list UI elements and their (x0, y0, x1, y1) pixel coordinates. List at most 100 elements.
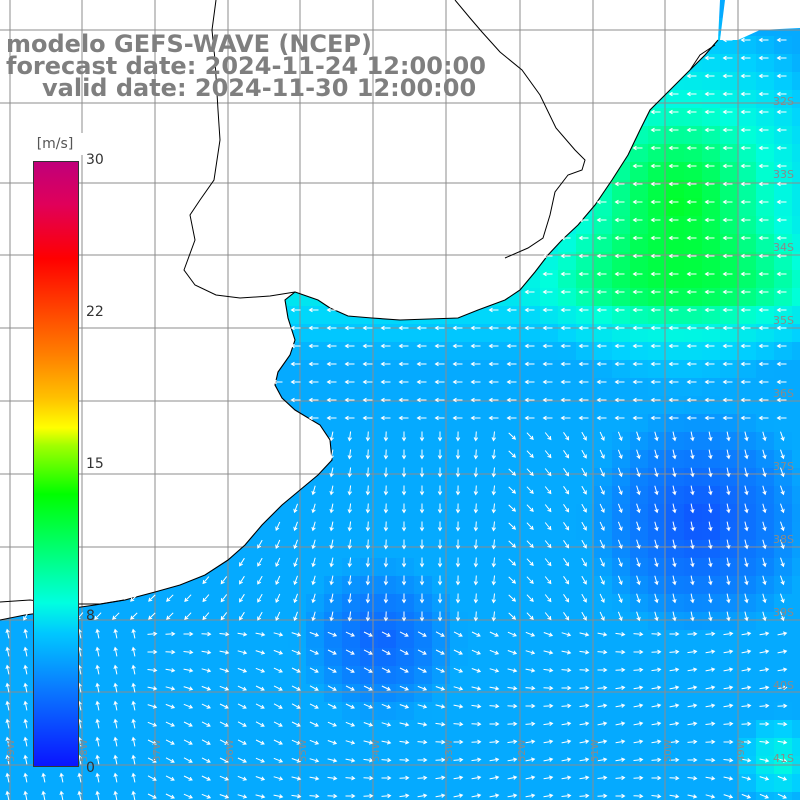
wind-arrow (327, 631, 338, 637)
wind-arrow (615, 649, 626, 655)
wind-arrow (435, 775, 446, 780)
wind-arrow (704, 91, 715, 97)
wind-arrow (417, 739, 428, 745)
wind-arrow (365, 593, 371, 604)
wind-arrow (507, 793, 518, 798)
wind-arrow (381, 740, 392, 745)
wind-arrow (455, 521, 461, 532)
wind-arrow (257, 611, 263, 621)
wind-arrow (544, 486, 552, 495)
speed-cell (702, 144, 720, 162)
speed-cell (684, 630, 702, 648)
wind-arrow (615, 775, 626, 781)
wind-arrow (435, 757, 446, 763)
speed-cell (396, 666, 414, 684)
wind-arrow (614, 325, 625, 331)
speed-cell (666, 270, 684, 288)
wind-arrow (704, 253, 715, 259)
speed-cell (486, 684, 504, 702)
speed-cell (648, 126, 666, 144)
wind-arrow (525, 757, 536, 762)
wind-arrow (255, 685, 265, 691)
speed-cell (378, 378, 396, 396)
wind-arrow (488, 343, 499, 349)
wind-arrow (327, 703, 337, 709)
wind-arrow (506, 397, 517, 403)
wind-arrow (563, 540, 570, 549)
speed-cell (432, 648, 450, 666)
wind-arrow (614, 217, 625, 223)
speed-cell (576, 324, 594, 342)
speed-cell (756, 468, 774, 486)
speed-cell (774, 72, 792, 90)
speed-cell (702, 630, 720, 648)
speed-cell (684, 288, 702, 306)
wind-arrow (581, 593, 587, 603)
wind-arrow (347, 467, 352, 478)
wind-arrow (363, 685, 373, 691)
wind-arrow (614, 181, 625, 187)
speed-cell (306, 774, 324, 792)
wind-arrow (740, 109, 751, 115)
wind-arrow (722, 217, 733, 223)
wind-arrow (399, 631, 409, 637)
wind-arrow (668, 397, 679, 403)
speed-cell (558, 738, 576, 756)
speed-cell (612, 522, 630, 540)
wind-arrow (309, 667, 319, 673)
wind-arrow (722, 199, 733, 205)
speed-cell (360, 684, 378, 702)
speed-cell (612, 468, 630, 486)
wind-arrow (723, 667, 734, 672)
speed-cell (558, 558, 576, 576)
speed-cell (738, 702, 756, 720)
wind-arrow (672, 503, 677, 514)
wind-arrow (636, 431, 641, 442)
speed-cell (468, 720, 486, 738)
speed-cell (360, 720, 378, 738)
wind-arrow (525, 721, 536, 727)
speed-cell (666, 342, 684, 360)
wind-arrow (690, 611, 695, 622)
wind-arrow (722, 253, 733, 259)
wind-arrow (614, 289, 625, 295)
wind-arrow (473, 557, 479, 568)
speed-cell (738, 162, 756, 180)
wind-arrow (578, 415, 589, 421)
speed-cell (792, 468, 800, 486)
wind-arrow (597, 703, 608, 708)
speed-cell (126, 720, 144, 738)
speed-cell (648, 576, 666, 594)
wind-arrow (722, 271, 733, 277)
speed-cell (468, 324, 486, 342)
speed-cell (144, 702, 162, 720)
speed-cell (234, 648, 252, 666)
wind-arrow (290, 343, 301, 349)
speed-cell (342, 702, 360, 720)
wind-arrow (762, 467, 767, 478)
speed-cell (486, 612, 504, 630)
wind-arrow (488, 325, 499, 331)
wind-arrow (722, 145, 733, 151)
wind-arrow (23, 646, 28, 657)
speed-cell (396, 522, 414, 540)
wind-arrow (437, 575, 443, 586)
wind-arrow (293, 593, 298, 604)
wind-arrow (599, 557, 605, 567)
wind-arrow (758, 91, 769, 97)
speed-cell (702, 648, 720, 666)
speed-cell (378, 594, 396, 612)
speed-cell (360, 378, 378, 396)
wind-arrow (744, 557, 749, 568)
wind-arrow (489, 668, 500, 673)
wind-arrow (380, 415, 391, 421)
wind-arrow (578, 307, 589, 313)
speed-cell (594, 396, 612, 414)
wind-arrow (563, 522, 570, 531)
wind-arrow (419, 503, 425, 514)
speed-cell (432, 576, 450, 594)
speed-cell (594, 432, 612, 450)
wind-arrow (308, 325, 319, 331)
speed-cell (720, 126, 738, 144)
wind-arrow (326, 361, 337, 367)
